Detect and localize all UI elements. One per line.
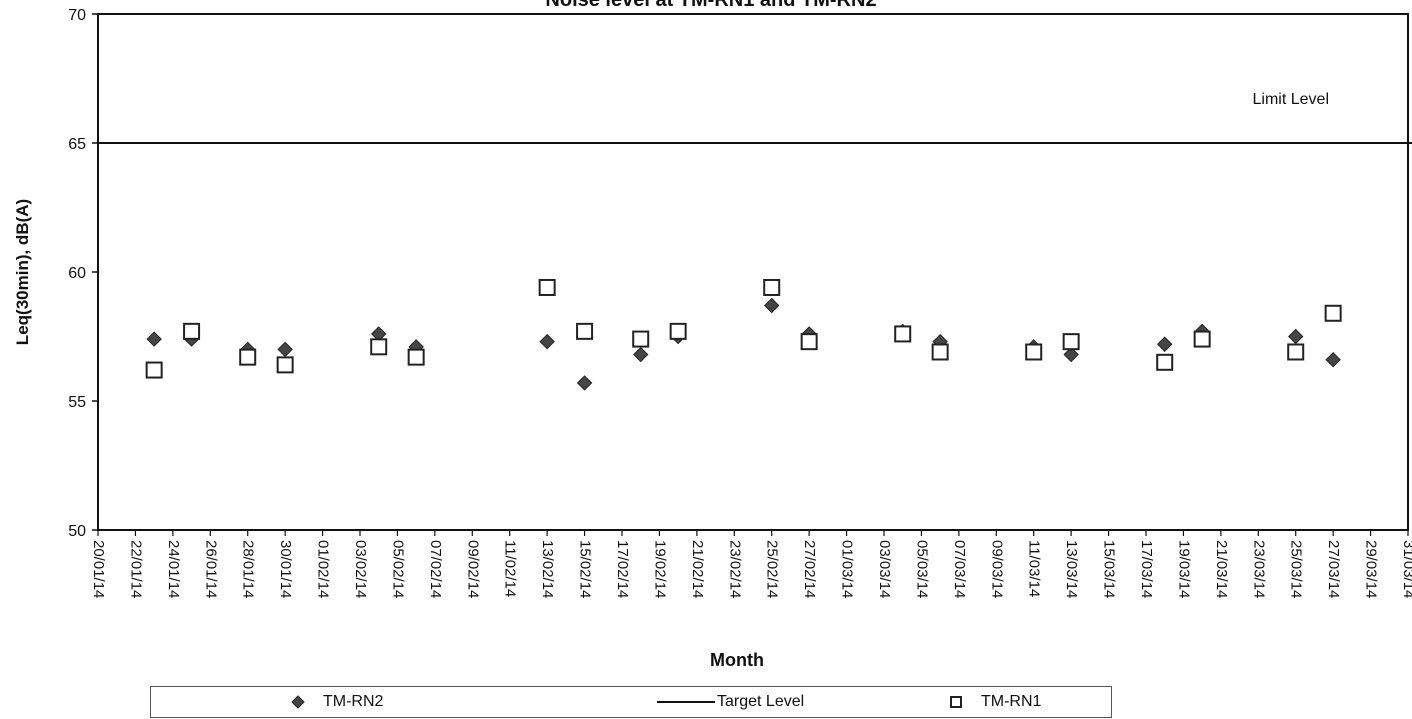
- x-tick-label: 09/03/14: [988, 540, 1005, 598]
- x-tick-label: 13/03/14: [1063, 540, 1080, 598]
- y-axis-ticks: 50 55 60 65 70: [68, 7, 98, 540]
- x-tick-label: 01/03/14: [839, 540, 856, 598]
- tm-rn2-point: [1157, 336, 1173, 352]
- tm-rn2-point: [539, 333, 555, 350]
- legend-item-target-level: Target Level: [657, 693, 804, 711]
- x-tick-label: 03/03/14: [876, 540, 893, 598]
- x-tick-label: 03/02/14: [352, 540, 369, 598]
- legend-label-tm-rn2: TM-RN2: [323, 693, 384, 710]
- tm-rn1-point: [800, 333, 818, 351]
- tm-rn1-point: [183, 322, 201, 340]
- y-tick-label: 65: [68, 136, 86, 153]
- tm-rn2-point: [764, 297, 780, 314]
- tm-rn1-point: [1062, 333, 1080, 351]
- tm-rn1-point: [931, 343, 949, 361]
- x-tick-label: 17/02/14: [614, 540, 631, 598]
- tm-rn1-point: [239, 348, 257, 366]
- tm-rn1-point: [145, 361, 163, 379]
- tm-rn1-point: [1156, 353, 1174, 371]
- x-tick-label: 01/02/14: [315, 540, 332, 598]
- diamond-marker-icon: [291, 695, 305, 709]
- y-tick-label: 50: [68, 523, 86, 540]
- tm-rn2-point: [633, 346, 649, 363]
- tm-rn1-point: [1324, 304, 1342, 322]
- tm-rn2-point: [1325, 352, 1341, 368]
- legend-item-tm-rn1: TM-RN1: [949, 693, 1041, 711]
- tm-rn1-point: [894, 325, 912, 343]
- x-axis-ticks: 20/01/14 22/01/14 24/01/14 26/01/14 28/01/14…: [90, 530, 1412, 598]
- data-points: [145, 278, 1342, 391]
- tm-rn2-point: [146, 331, 162, 347]
- x-tick-label: 30/01/14: [277, 540, 294, 598]
- x-tick-label: 19/02/14: [651, 540, 668, 598]
- tm-rn2-point: [1288, 328, 1304, 345]
- x-tick-label: 17/03/14: [1138, 540, 1155, 598]
- x-tick-label: 11/03/14: [1026, 540, 1043, 597]
- x-tick-label: 27/02/14: [801, 540, 818, 598]
- legend-label-target-level: Target Level: [717, 693, 805, 710]
- tm-rn1-point: [538, 278, 556, 296]
- x-tick-label: 19/03/14: [1175, 540, 1192, 598]
- x-tick-label: 13/02/14: [539, 540, 556, 598]
- x-tick-label: 15/02/14: [577, 540, 594, 598]
- x-tick-label: 11/02/14: [502, 540, 519, 597]
- y-tick-label: 55: [68, 394, 86, 411]
- line-marker-icon: [657, 701, 715, 703]
- x-tick-label: 15/03/14: [1101, 540, 1118, 598]
- x-tick-label: 21/02/14: [689, 540, 706, 598]
- x-tick-label: 20/01/14: [90, 540, 107, 598]
- tm-rn2-point: [576, 375, 593, 391]
- tm-rn2-point: [277, 341, 293, 358]
- x-tick-label: 07/03/14: [951, 540, 968, 598]
- tm-rn1-point: [632, 330, 650, 348]
- x-tick-label: 25/02/14: [764, 540, 781, 598]
- x-tick-label: 24/01/14: [165, 540, 182, 598]
- x-tick-label: 05/02/14: [389, 540, 406, 598]
- tm-rn1-point: [669, 322, 687, 340]
- x-tick-label: 27/03/14: [1325, 540, 1342, 598]
- square-marker-icon: [950, 696, 962, 708]
- x-tick-label: 31/03/14: [1400, 540, 1412, 598]
- y-tick-label: 60: [68, 265, 86, 282]
- x-tick-label: 28/01/14: [240, 540, 257, 598]
- x-tick-label: 09/02/14: [464, 540, 481, 598]
- legend-item-tm-rn2: TM-RN2: [291, 693, 383, 711]
- tm-rn1-point: [1287, 343, 1305, 361]
- x-axis-label: Month: [710, 650, 764, 670]
- y-tick-label: 70: [68, 7, 86, 24]
- x-tick-label: 07/02/14: [427, 540, 444, 598]
- y-axis-label: Leq(30min), dB(A): [13, 199, 32, 345]
- tm-rn1-point: [370, 338, 388, 356]
- x-tick-label: 25/03/14: [1288, 540, 1305, 598]
- legend: TM-RN2 Target Level TM-RN1: [150, 686, 1112, 718]
- tm-rn2-point: [1063, 346, 1079, 363]
- x-tick-label: 29/03/14: [1363, 540, 1380, 598]
- x-tick-label: 21/03/14: [1213, 540, 1230, 598]
- x-tick-label: 05/03/14: [913, 540, 930, 598]
- tm-rn1-point: [576, 322, 594, 340]
- x-tick-label: 23/02/14: [726, 540, 743, 598]
- chart-title: Noise level at TM-RN1 and TM-RN2: [545, 0, 876, 11]
- tm-rn1-point: [1025, 343, 1043, 361]
- tm-rn1-point: [276, 356, 294, 374]
- x-tick-label: 22/01/14: [127, 540, 144, 598]
- limit-level-annotation: Limit Level: [1253, 91, 1329, 108]
- tm-rn1-point: [1193, 330, 1211, 348]
- legend-label-tm-rn1: TM-RN1: [981, 693, 1042, 710]
- x-tick-label: 23/03/14: [1250, 540, 1267, 598]
- tm-rn1-point: [407, 348, 425, 366]
- plot-area: [97, 13, 1409, 531]
- tm-rn1-point: [763, 278, 781, 296]
- x-tick-label: 26/01/14: [202, 540, 219, 598]
